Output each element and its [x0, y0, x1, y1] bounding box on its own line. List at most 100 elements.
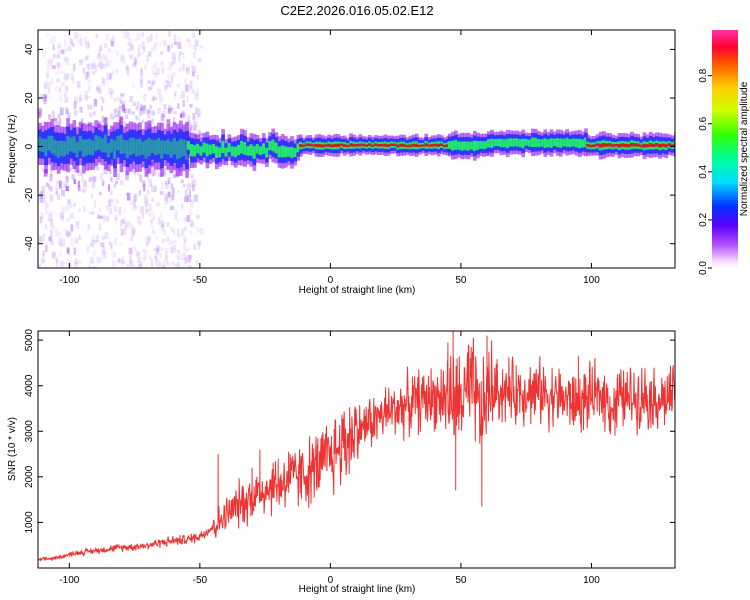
spectrogram-speckle — [73, 179, 76, 185]
spectrogram-speckle — [98, 207, 102, 212]
spectrogram-band-cell — [178, 138, 183, 158]
colorbar-tick-label: 0.2 — [698, 213, 709, 227]
spectrogram-speckle — [99, 242, 104, 247]
spectrogram-band-cell — [386, 144, 391, 148]
snr-y-tick-label: 5000 — [24, 329, 35, 352]
spectrogram-speckle — [41, 257, 45, 264]
spectrogram-speckle — [192, 66, 197, 73]
spectrogram-speckle — [90, 211, 95, 215]
spectrogram-speckle — [182, 63, 185, 71]
spectrogram-speckle — [137, 53, 140, 58]
spectrogram-speckle — [177, 234, 181, 238]
colorbar-ticks: 0.0 0.2 0.4 0.6 0.8 — [698, 68, 712, 275]
spectrogram-speckle — [180, 112, 184, 117]
spectrogram-speckle — [49, 174, 53, 182]
snr-x-tick-label: 0 — [328, 575, 334, 586]
spectrogram-band-cell — [399, 143, 403, 147]
spectrogram-speckle — [178, 51, 182, 56]
spectrogram-speckle — [57, 55, 60, 59]
spectrogram-speckle — [99, 61, 103, 69]
spectrogram-speckle — [131, 62, 136, 68]
spectrogram-speckle — [146, 209, 149, 213]
spectrogram-speckle — [42, 193, 46, 199]
spectrogram-band-cell — [527, 139, 532, 147]
spectrogram-speckle — [168, 64, 172, 71]
spectrogram-speckle — [167, 190, 171, 198]
spectrogram-speckle — [195, 260, 199, 266]
spectrogram-speckle — [40, 235, 43, 243]
spectrogram-speckle — [101, 246, 106, 255]
spectrogram-speckle — [77, 169, 82, 176]
spectrogram-speckle — [148, 208, 151, 216]
spectrogram-speckle — [49, 186, 53, 192]
spectrogram-speckle — [192, 44, 197, 50]
spectrogram-band-cell — [160, 140, 164, 159]
spectrogram-band-cell — [552, 138, 557, 147]
spectrogram-speckle — [187, 114, 190, 122]
spectrogram-speckle — [193, 127, 196, 131]
spectrogram-band-cell — [418, 144, 422, 148]
spectrogram-speckle — [143, 183, 146, 192]
spectrogram-band-cell — [645, 144, 650, 148]
spectrogram-speckle — [91, 182, 95, 189]
spectrogram-band-cell — [342, 144, 347, 147]
spectrogram-speckle — [56, 121, 60, 127]
spectrogram-speckle — [68, 252, 72, 259]
spectrogram-speckle — [84, 42, 88, 46]
spectrogram-band-cell — [305, 143, 309, 146]
spectrogram-band-cell — [499, 138, 504, 148]
spectrogram-speckle — [66, 230, 71, 236]
spectrogram-band-cell — [460, 141, 465, 151]
spectrogram-speckle — [50, 58, 53, 66]
spectrogram-speckle — [147, 109, 151, 115]
spectrogram-speckle — [161, 226, 164, 231]
spectrogram-band-cell — [655, 143, 659, 147]
spectrogram-speckle — [77, 81, 81, 89]
spectrogram-speckle — [73, 203, 76, 208]
spectrogram-speckle — [159, 247, 164, 251]
spectrogram-speckle — [122, 229, 127, 236]
spectrogram-speckle — [60, 107, 64, 116]
spectrogram-speckle — [170, 246, 173, 254]
spectrogram-speckle — [170, 194, 174, 202]
spectrogram-band-cell — [324, 144, 328, 147]
spectrogram-speckle — [110, 41, 114, 47]
spectrogram-band-cell — [186, 141, 191, 150]
spectrogram-speckle — [184, 84, 189, 92]
spectrogram-speckle — [114, 108, 117, 114]
spectrogram-speckle — [191, 174, 194, 179]
spectrogram-band-cell — [246, 146, 250, 156]
spectrogram-speckle — [131, 224, 134, 230]
spectrogram-band-cell — [512, 138, 516, 147]
spectrogram-band-cell — [505, 138, 510, 149]
spectrogram-y-ticks: -40 -20 0 20 40 — [24, 43, 675, 251]
spectrogram-speckle — [67, 199, 71, 205]
spectrogram-band-cell — [296, 143, 301, 153]
spectrogram-speckle — [59, 94, 62, 102]
spectrogram-band-cell — [405, 144, 410, 148]
spectrogram-speckle — [131, 228, 136, 237]
spectrogram-speckle — [178, 95, 183, 99]
spectrogram-speckle — [183, 248, 187, 257]
spectrogram-speckle — [176, 219, 179, 223]
spectrogram-speckle — [153, 168, 158, 176]
spectrogram-speckle — [187, 265, 192, 268]
spectrogram-band-cell — [271, 139, 276, 152]
spectrogram-speckle — [54, 121, 58, 125]
spectrogram-band-cell — [555, 138, 560, 148]
spectrogram-speckle — [161, 182, 164, 190]
spectrogram-band-cell — [38, 136, 42, 152]
spectrogram-speckle — [72, 64, 75, 72]
spectrogram-band-cell — [565, 137, 569, 147]
spectrogram-speckle — [63, 92, 67, 98]
spectrogram-speckle — [76, 39, 80, 44]
spectrogram-speckle — [78, 234, 81, 240]
spectrogram-speckle — [123, 30, 128, 39]
spectrogram-speckle — [181, 228, 185, 237]
spectrogram-speckle — [190, 219, 194, 228]
spectrogram-speckle — [151, 226, 154, 235]
spectrogram-speckle — [57, 69, 60, 74]
spectrogram-band-cell — [469, 141, 474, 150]
spectrogram-band-cell — [94, 135, 99, 151]
spectrogram-band-cell — [490, 138, 494, 149]
